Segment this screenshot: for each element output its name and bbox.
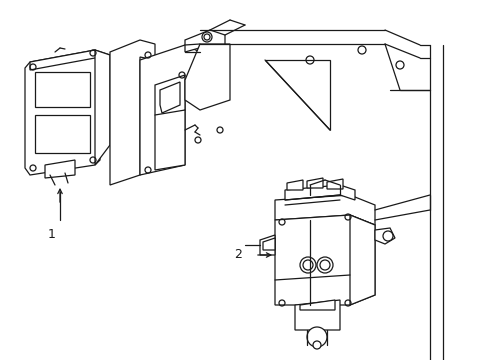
Circle shape xyxy=(382,231,392,241)
Polygon shape xyxy=(140,45,200,175)
Polygon shape xyxy=(155,110,184,170)
Polygon shape xyxy=(274,195,374,225)
Polygon shape xyxy=(285,185,354,200)
Circle shape xyxy=(299,257,315,273)
Text: 2: 2 xyxy=(234,248,242,261)
Polygon shape xyxy=(326,179,342,189)
Circle shape xyxy=(306,327,326,347)
Polygon shape xyxy=(264,60,329,130)
Bar xyxy=(35,115,90,153)
Polygon shape xyxy=(260,235,274,255)
Polygon shape xyxy=(306,178,323,188)
Polygon shape xyxy=(110,40,155,185)
Polygon shape xyxy=(25,50,100,175)
Polygon shape xyxy=(184,30,224,52)
Polygon shape xyxy=(349,215,374,305)
Polygon shape xyxy=(294,300,339,330)
Polygon shape xyxy=(184,44,229,110)
Polygon shape xyxy=(45,160,75,178)
Polygon shape xyxy=(299,300,334,310)
Text: 1: 1 xyxy=(48,228,56,241)
Polygon shape xyxy=(155,75,184,120)
Polygon shape xyxy=(274,215,374,305)
Polygon shape xyxy=(95,50,110,165)
Bar xyxy=(35,72,90,107)
Polygon shape xyxy=(30,50,110,70)
Polygon shape xyxy=(374,228,394,244)
Polygon shape xyxy=(160,82,180,113)
Polygon shape xyxy=(263,238,274,250)
Circle shape xyxy=(316,257,332,273)
Polygon shape xyxy=(286,180,303,190)
Circle shape xyxy=(312,341,320,349)
